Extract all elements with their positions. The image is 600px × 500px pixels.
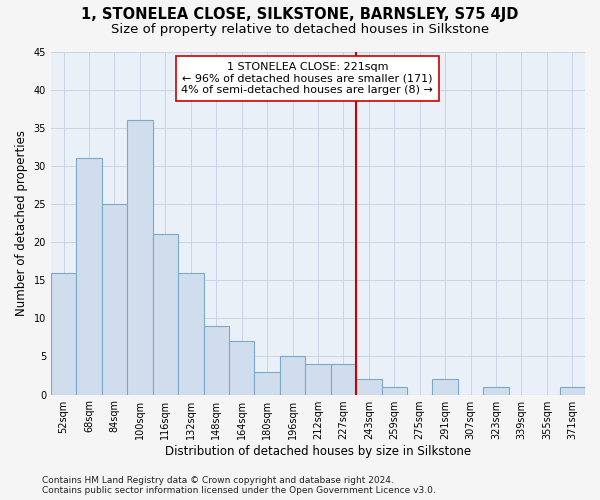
Bar xyxy=(356,380,382,394)
Bar xyxy=(229,341,254,394)
Bar xyxy=(305,364,331,394)
Bar xyxy=(254,372,280,394)
Bar xyxy=(102,204,127,394)
Bar xyxy=(152,234,178,394)
Bar xyxy=(280,356,305,395)
Bar xyxy=(203,326,229,394)
Bar xyxy=(127,120,152,394)
Bar xyxy=(382,387,407,394)
Bar xyxy=(51,272,76,394)
Text: 1 STONELEA CLOSE: 221sqm
← 96% of detached houses are smaller (171)
4% of semi-d: 1 STONELEA CLOSE: 221sqm ← 96% of detach… xyxy=(181,62,433,95)
Text: 1, STONELEA CLOSE, SILKSTONE, BARNSLEY, S75 4JD: 1, STONELEA CLOSE, SILKSTONE, BARNSLEY, … xyxy=(82,8,518,22)
Bar xyxy=(433,380,458,394)
X-axis label: Distribution of detached houses by size in Silkstone: Distribution of detached houses by size … xyxy=(165,444,471,458)
Bar xyxy=(76,158,102,394)
Text: Size of property relative to detached houses in Silkstone: Size of property relative to detached ho… xyxy=(111,22,489,36)
Text: Contains HM Land Registry data © Crown copyright and database right 2024.
Contai: Contains HM Land Registry data © Crown c… xyxy=(42,476,436,495)
Y-axis label: Number of detached properties: Number of detached properties xyxy=(15,130,28,316)
Bar xyxy=(560,387,585,394)
Bar xyxy=(178,272,203,394)
Bar xyxy=(331,364,356,394)
Bar xyxy=(483,387,509,394)
